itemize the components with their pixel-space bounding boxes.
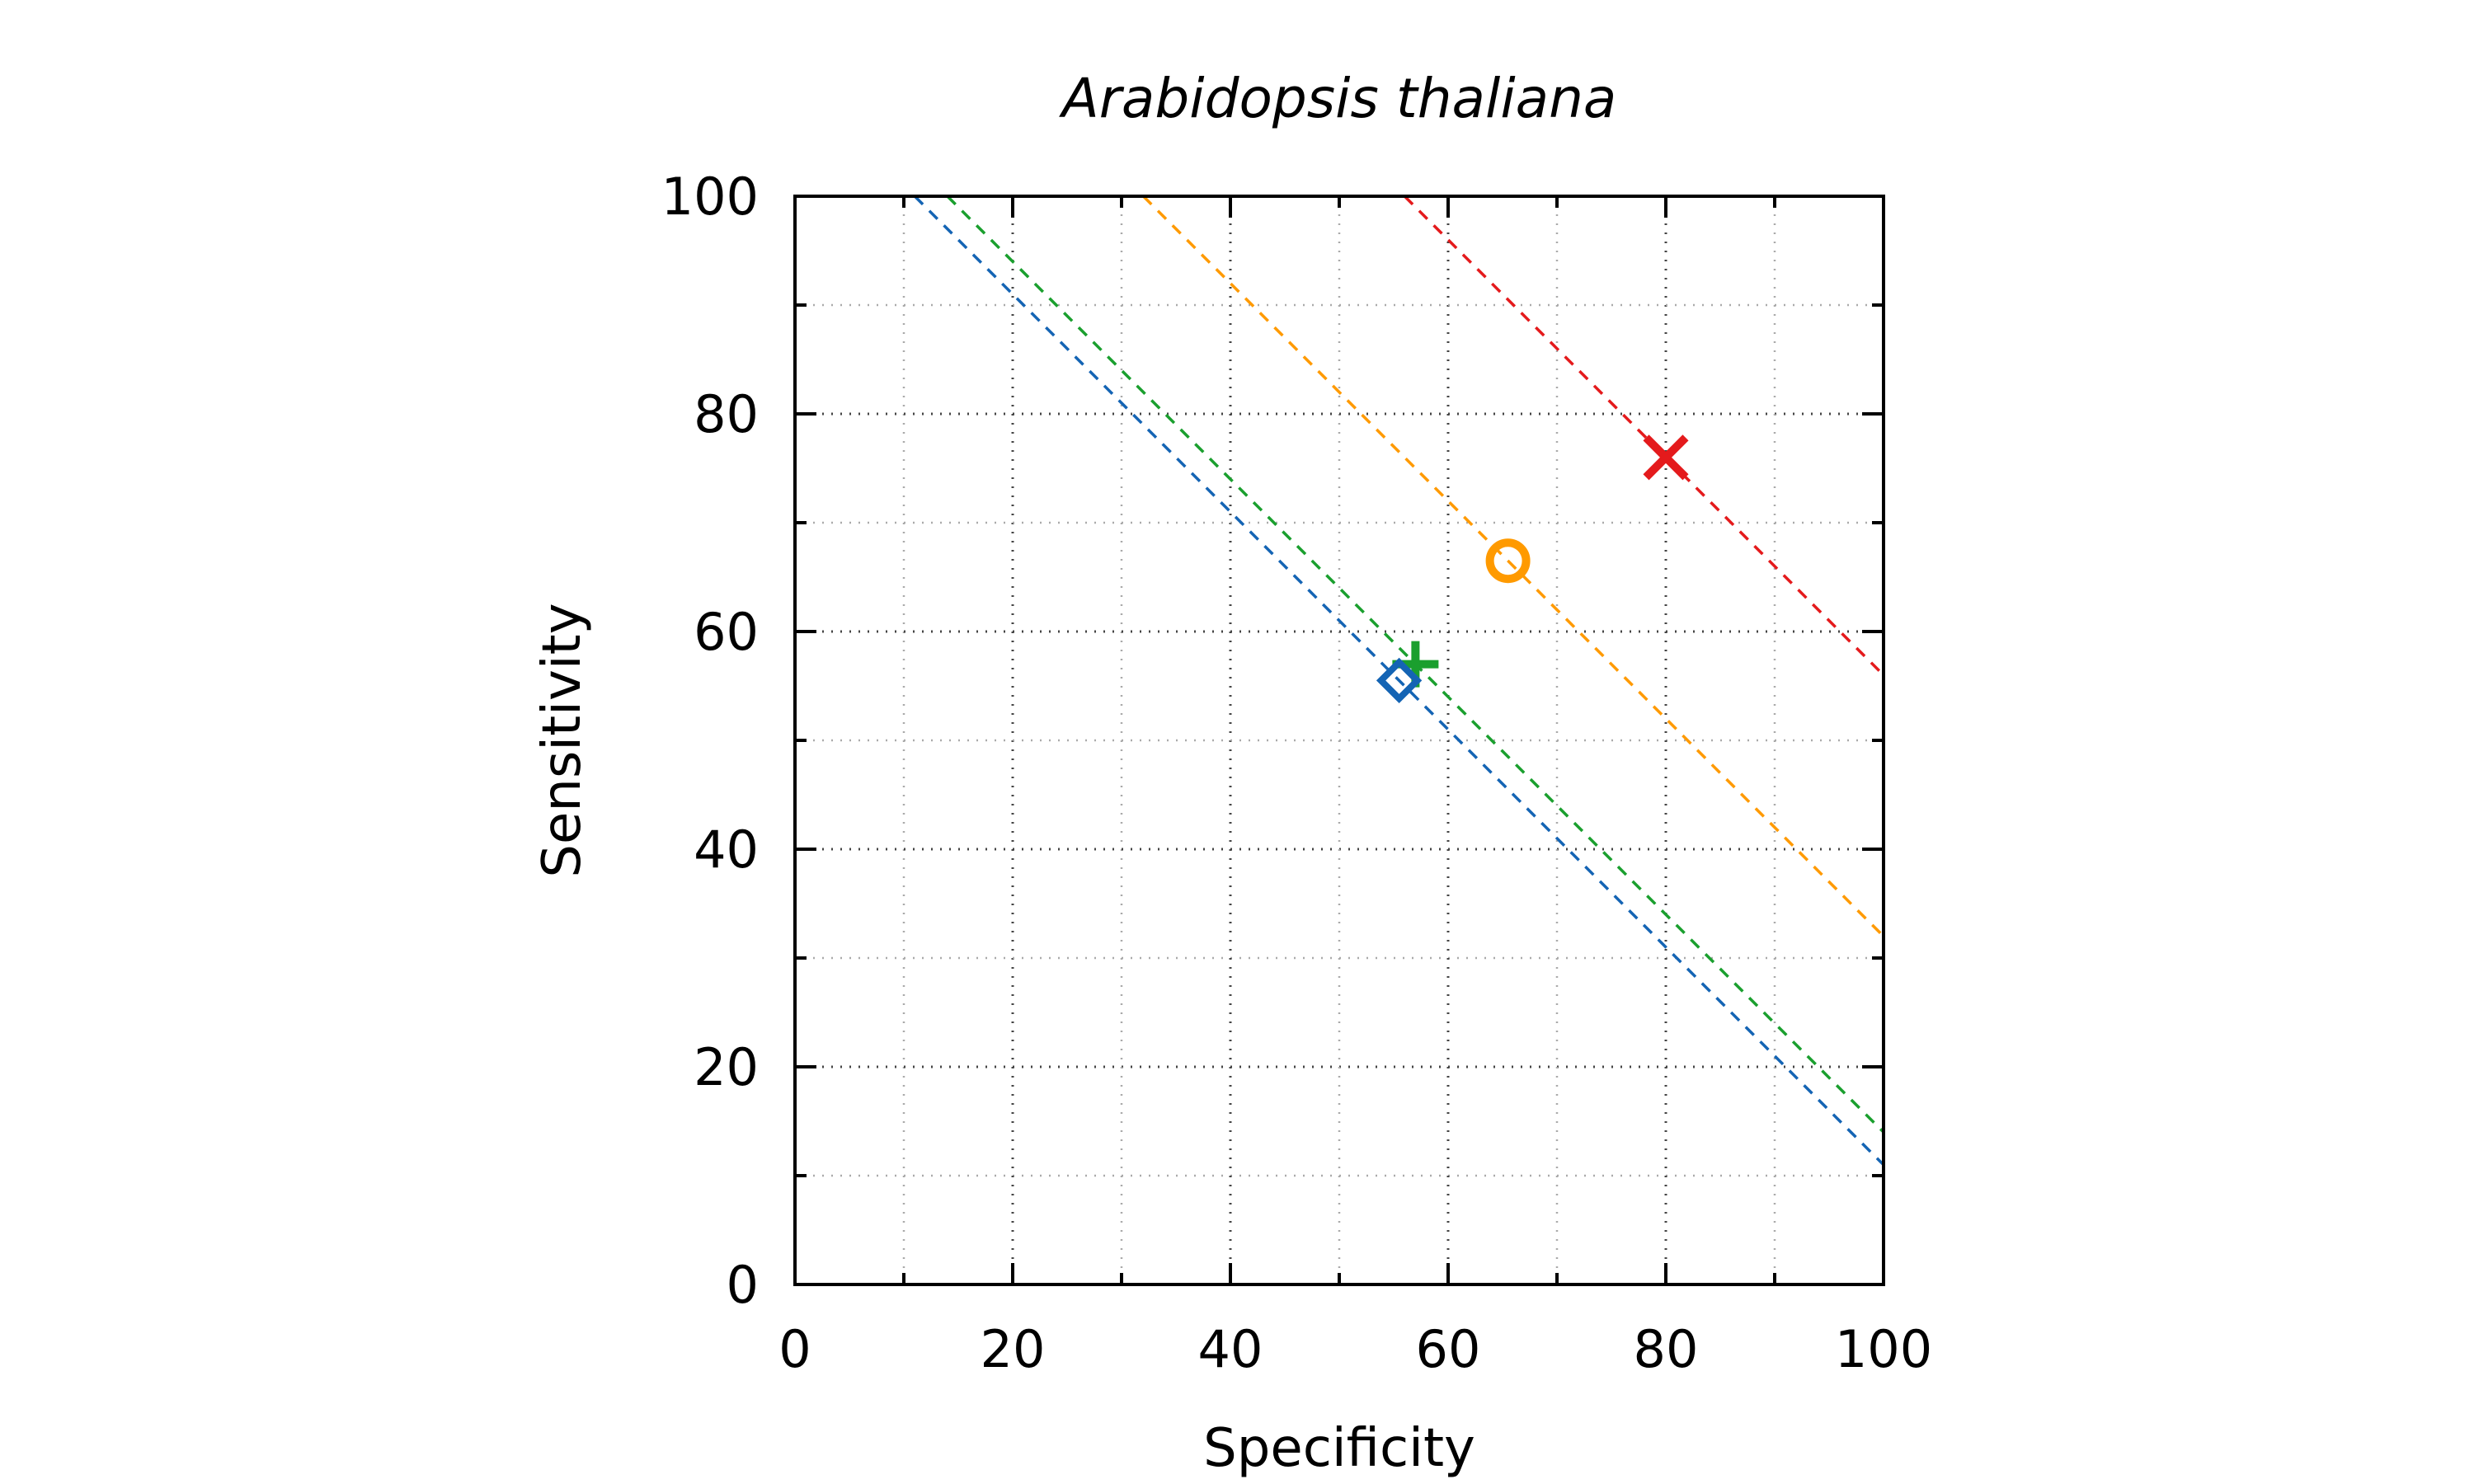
iso-line-cross xyxy=(1403,196,1884,677)
y-tick-label: 80 xyxy=(694,384,759,444)
iso-line-circle xyxy=(1142,196,1884,937)
x-tick-label: 80 xyxy=(1634,1319,1699,1379)
iso-line-diamond xyxy=(913,196,1884,1167)
axis-ticks: 0 20 40 60 80 100 0 20 40 60 80 100 xyxy=(661,167,1933,1379)
data-points xyxy=(1376,434,1689,704)
x-tick-label: 100 xyxy=(1835,1319,1932,1379)
grid xyxy=(795,196,1884,1284)
data-point-cross xyxy=(1643,434,1689,481)
x-tick-label: 0 xyxy=(778,1319,811,1379)
x-tick-label: 20 xyxy=(981,1319,1046,1379)
x-axis-title: Specificity xyxy=(1203,1418,1475,1479)
y-tick-label: 40 xyxy=(694,819,759,880)
y-tick-label: 0 xyxy=(727,1255,759,1315)
x-tick-label: 40 xyxy=(1198,1319,1263,1379)
y-tick-label: 60 xyxy=(694,602,759,662)
y-tick-label: 20 xyxy=(694,1037,759,1097)
y-axis-title: Sensitivity xyxy=(532,603,593,877)
data-point-circle xyxy=(1485,538,1531,584)
x-tick-label: 60 xyxy=(1416,1319,1481,1379)
iso-lines xyxy=(913,196,1884,1167)
data-point-diamond xyxy=(1376,657,1423,704)
chart-title: Arabidopsis thaliana xyxy=(1059,67,1617,130)
y-tick-label: 100 xyxy=(661,167,759,227)
